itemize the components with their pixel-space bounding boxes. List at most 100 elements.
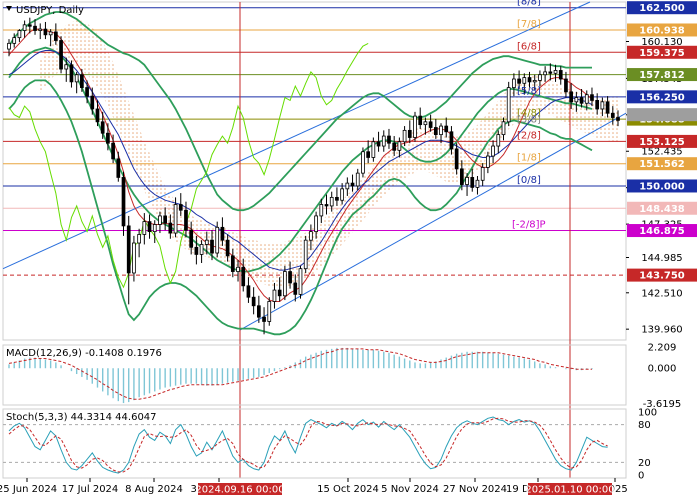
candle-body bbox=[475, 179, 480, 188]
candle-body bbox=[376, 141, 381, 147]
highlight-date-text: 2025.01.10 00:00 bbox=[525, 485, 614, 496]
candle-body bbox=[262, 316, 266, 322]
time-tick-label: 15 Oct 2024 bbox=[317, 484, 379, 495]
candle-body bbox=[595, 100, 600, 110]
murrey-level-label: [6/8] bbox=[517, 41, 541, 52]
candle-body bbox=[543, 71, 547, 76]
candle-body bbox=[152, 224, 157, 233]
price-pane: [8/8] [7/8] [6/8] [5/8] [4/8][3/8] [2/8] [1/8]… bbox=[2, 0, 697, 478]
candle-body bbox=[59, 40, 63, 70]
candle-body bbox=[7, 42, 11, 50]
candle-body bbox=[569, 91, 574, 103]
candle-body bbox=[470, 177, 475, 188]
candle-body bbox=[163, 215, 168, 224]
level-price-badge bbox=[627, 45, 697, 59]
level-price-text: 156.250 bbox=[639, 92, 685, 103]
level-price-text: 160.938 bbox=[639, 25, 685, 36]
channel-lower-line bbox=[239, 112, 627, 331]
level-price-badge bbox=[627, 23, 697, 37]
candle-body bbox=[532, 80, 537, 83]
macd-pane: MACD(12,26,9) -0.1408 0.1976 2.209 0.000 -3… bbox=[2, 342, 681, 410]
overlay-bb-lower bbox=[8, 79, 593, 336]
candle-body bbox=[100, 121, 105, 134]
candle-body bbox=[204, 239, 209, 245]
level-price-badge bbox=[627, 201, 697, 215]
candle-body bbox=[522, 77, 527, 84]
candle-body bbox=[465, 177, 469, 185]
highlight-date-badge bbox=[198, 483, 282, 495]
candle-body bbox=[225, 239, 230, 257]
time-tick-label: 2025 bbox=[602, 484, 627, 495]
level-price-text: 159.375 bbox=[639, 48, 685, 59]
candle-body bbox=[616, 117, 620, 121]
candle-body bbox=[178, 204, 183, 211]
highlight-date-badge bbox=[528, 483, 612, 495]
candle-body bbox=[215, 226, 220, 254]
time-tick-label: 8 Aug 2024 bbox=[125, 484, 183, 495]
candle-body bbox=[314, 215, 318, 233]
candle-body bbox=[137, 234, 141, 244]
price-tick-label: 139.960 bbox=[641, 325, 682, 336]
murrey-level-label: [8/8] bbox=[517, 0, 541, 8]
candle-body bbox=[319, 204, 324, 217]
candle-body bbox=[381, 135, 386, 147]
candle-body bbox=[600, 101, 605, 110]
candle-body bbox=[126, 225, 131, 274]
candle-body bbox=[512, 78, 516, 88]
candle-body bbox=[220, 226, 225, 241]
candle-body bbox=[350, 182, 355, 187]
candle-body bbox=[527, 77, 532, 83]
candle-body bbox=[17, 30, 22, 39]
level-price-text: 148.438 bbox=[639, 204, 685, 215]
candle-body bbox=[256, 305, 261, 318]
candle-body bbox=[423, 121, 428, 126]
candle-body bbox=[22, 24, 27, 31]
channel-upper-line bbox=[2, 1, 591, 270]
candle-body bbox=[366, 151, 371, 158]
macd-tick-label: 0.000 bbox=[648, 364, 677, 375]
level-price-badge bbox=[627, 268, 697, 282]
level-price-badge bbox=[627, 134, 697, 148]
stoch-tick-label: 100 bbox=[638, 408, 657, 419]
stoch-d-line bbox=[8, 417, 608, 473]
murrey-level-label: [2/8] bbox=[517, 130, 541, 141]
candle-body bbox=[116, 158, 121, 178]
time-tick-label: 27 Nov 2024 bbox=[443, 484, 507, 495]
candle-body bbox=[574, 97, 579, 103]
candle-body bbox=[74, 74, 79, 83]
candle-body bbox=[43, 28, 48, 36]
candle-body bbox=[517, 78, 521, 84]
candle-body bbox=[277, 289, 282, 297]
level-price-badge bbox=[627, 157, 697, 171]
candle-body bbox=[480, 167, 485, 181]
candle-body bbox=[329, 196, 334, 207]
candle-body bbox=[558, 70, 563, 80]
candle-body bbox=[53, 31, 58, 41]
candle-body bbox=[38, 28, 43, 31]
candle-body bbox=[210, 239, 214, 254]
price-tick-label: 144.985 bbox=[641, 253, 682, 264]
candle-body bbox=[48, 31, 53, 36]
candle-body bbox=[439, 125, 443, 136]
level-price-badge bbox=[627, 90, 697, 104]
candle-body bbox=[168, 222, 173, 234]
level-price-text: 146.875 bbox=[639, 226, 685, 237]
time-tick-label: 25 Jun 2024 bbox=[0, 484, 57, 495]
candle-body bbox=[538, 74, 542, 81]
candle-body bbox=[95, 108, 100, 123]
candle-body bbox=[64, 64, 69, 70]
candle-body bbox=[340, 188, 344, 201]
candle-body bbox=[251, 296, 256, 307]
candle-body bbox=[433, 127, 438, 136]
overlay-bb-upper bbox=[8, 11, 592, 212]
candle-body bbox=[189, 229, 194, 248]
candle-body bbox=[85, 87, 89, 97]
candle-body bbox=[418, 115, 423, 126]
candle-body bbox=[288, 271, 292, 284]
candle-body bbox=[324, 204, 329, 207]
macd-signal-line bbox=[8, 348, 592, 400]
candle-body bbox=[501, 121, 506, 136]
level-price-badge bbox=[627, 224, 697, 238]
